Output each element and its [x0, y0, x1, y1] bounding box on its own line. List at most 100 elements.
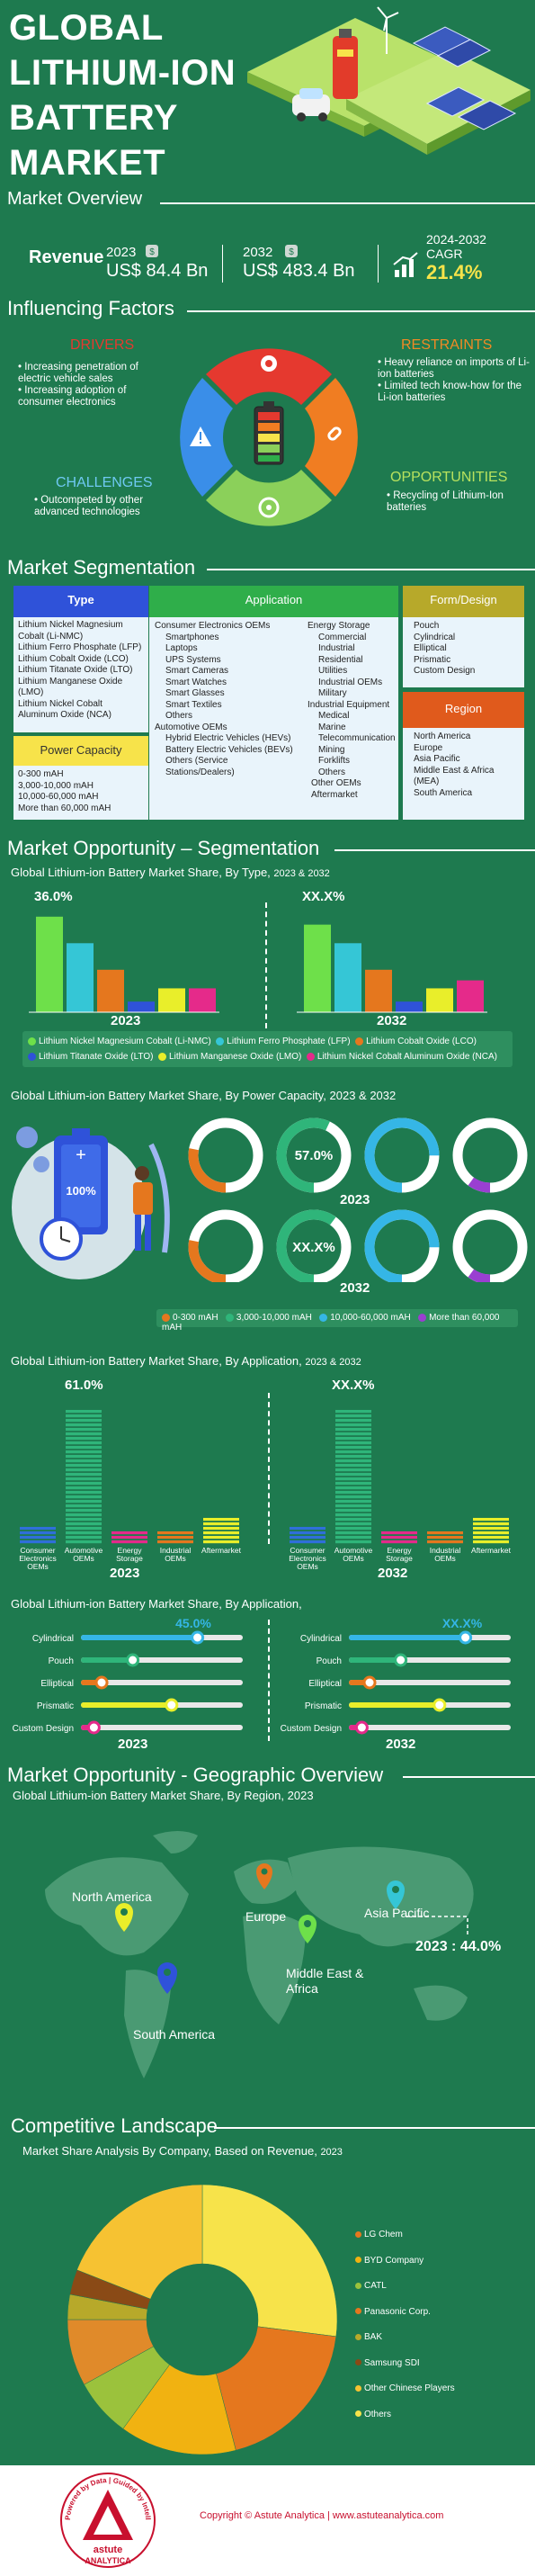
bar: [36, 916, 63, 1012]
apac-share-value: 2023 : 44.0%: [415, 1939, 502, 1954]
app-item: Marine: [318, 722, 346, 732]
divider: [265, 902, 267, 1028]
bar-segment: [203, 1531, 239, 1535]
svg-text:$: $: [149, 247, 155, 257]
app-item: Mining: [318, 744, 345, 755]
bar-segment: [66, 1482, 102, 1485]
form-item: Elliptical: [414, 643, 447, 653]
restraint-item: Limited tech know-how for the Li-ion bat…: [378, 381, 532, 404]
bar-segment: [66, 1522, 102, 1526]
bar-segment: [290, 1536, 325, 1539]
bar-segment: [427, 1531, 463, 1535]
app-item: Others (Service Stations/Dealers): [165, 756, 235, 777]
bar-segment: [66, 1459, 102, 1463]
divider: [378, 245, 379, 283]
legend-swatch: [355, 2257, 361, 2264]
opportunity-item: Recycling of Lithium-Ion batteries: [387, 490, 531, 514]
challenges-title: CHALLENGES: [56, 475, 153, 490]
app-item: Smart Textiles: [165, 699, 222, 710]
bar-segment: [335, 1437, 371, 1441]
bar-segment: [203, 1522, 239, 1526]
power-capacity-list: 0-300 mAH 3,000-10,000 mAH 10,000-60,000…: [13, 766, 148, 820]
bar-segment: [20, 1531, 56, 1535]
bar-segment: [66, 1464, 102, 1468]
challenge-item: Outcompeted by other advanced technologi…: [34, 495, 178, 518]
slider-knob: [394, 1653, 408, 1667]
bar-segment: [473, 1527, 509, 1530]
power-year-2023: 2023: [340, 1192, 370, 1207]
legend-swatch: [418, 1313, 427, 1322]
app-item: Hybrid Electric Vehicles (HEVs): [165, 733, 291, 743]
app-item: Forklifts: [318, 756, 350, 766]
region-item: North America: [414, 732, 471, 741]
bar-segment: [335, 1500, 371, 1503]
money-icon: $: [285, 245, 298, 257]
svg-text:ANALYTICA: ANALYTICA: [85, 2556, 131, 2565]
type-item: Lithium Titanate Oxide (LTO): [18, 665, 133, 675]
donut-track: [452, 1117, 528, 1193]
bar-segment: [66, 1423, 102, 1427]
app-2032-callout: XX.X%: [332, 1378, 375, 1393]
type-2032-callout: XX.X%: [302, 889, 345, 904]
form-design-list: Pouch Cylindrical Elliptical Prismatic C…: [403, 617, 524, 687]
label-north-america: North America: [72, 1889, 152, 1904]
bar-segment: [111, 1536, 147, 1539]
bar-segment: [66, 1509, 102, 1512]
cagr-label: CAGR: [426, 247, 463, 261]
bar-segment: [335, 1495, 371, 1499]
bar-segment: [335, 1473, 371, 1476]
power-item: 3,000-10,000 mAH: [18, 780, 94, 791]
form-item: Pouch: [414, 621, 440, 631]
bar-segment: [473, 1531, 509, 1535]
bar-segment: [335, 1419, 371, 1423]
battery-tower-icon: [333, 29, 358, 99]
app-item: UPS Systems: [165, 654, 221, 665]
legend-swatch: [355, 2359, 361, 2366]
donut-arc: [452, 1209, 528, 1282]
category-label: Consumer Electronics OEMs: [19, 1546, 57, 1571]
app-group: Automotive OEMs: [155, 722, 227, 732]
legend-item: Samsung SDI: [355, 2351, 455, 2377]
location-pin-icon: [115, 1903, 133, 1932]
category-label: Automotive OEMs: [334, 1546, 373, 1563]
legend-swatch: [158, 1052, 167, 1061]
location-pin-icon: [256, 1863, 272, 1889]
bar-segment: [473, 1522, 509, 1526]
form-slider-chart: Cylindrical Pouch Elliptical Prismatic Custo…: [13, 1617, 511, 1735]
app-year-2032: 2032: [378, 1566, 408, 1581]
growth-chart-icon: [393, 252, 418, 277]
bar: [334, 943, 361, 1012]
bar-segment: [66, 1432, 102, 1436]
slider-label: Prismatic: [37, 1701, 74, 1711]
donut-slice: [201, 2184, 338, 2338]
title-line: MARKET: [9, 143, 166, 183]
region-item: Middle East & Africa (MEA): [414, 765, 495, 787]
influencing-factors-heading: Influencing Factors: [7, 297, 174, 319]
divider: [187, 310, 535, 312]
market-overview-heading: Market Overview: [7, 189, 143, 209]
slider-knob: [94, 1675, 109, 1690]
legend-item: Lithium Nickel Magnesium Cobalt (Li-NMC): [28, 1037, 211, 1046]
app-item: Military: [318, 688, 347, 698]
bar-segment: [111, 1540, 147, 1544]
slider-fill: [81, 1635, 198, 1640]
bar-segment: [66, 1491, 102, 1494]
bar: [426, 988, 453, 1012]
type-header: Type: [13, 586, 148, 617]
bar-segment: [427, 1536, 463, 1539]
form-year-2032: 2032: [386, 1737, 416, 1752]
slider-knob: [126, 1653, 140, 1667]
bar-segment: [66, 1410, 102, 1414]
person-icon: [133, 1166, 153, 1251]
type-item: Lithium Manganese Oxide (LMO): [18, 676, 123, 698]
power-item: 10,000-60,000 mAH: [18, 792, 99, 802]
power-item: More than 60,000 mAH: [18, 803, 111, 813]
divider: [403, 1776, 535, 1778]
page-title: GLOBAL LITHIUM-ION BATTERY MARKET: [9, 5, 236, 185]
application-list: Consumer Electronics OEMs Smartphones La…: [149, 617, 398, 820]
category-label: Consumer Electronics OEMs: [289, 1546, 326, 1571]
bar-segment: [66, 1504, 102, 1508]
legend-swatch: [355, 1037, 364, 1046]
legend-item: Lithium Ferro Phosphate (LFP): [216, 1037, 351, 1046]
application-bar-chart: [20, 1410, 509, 1544]
